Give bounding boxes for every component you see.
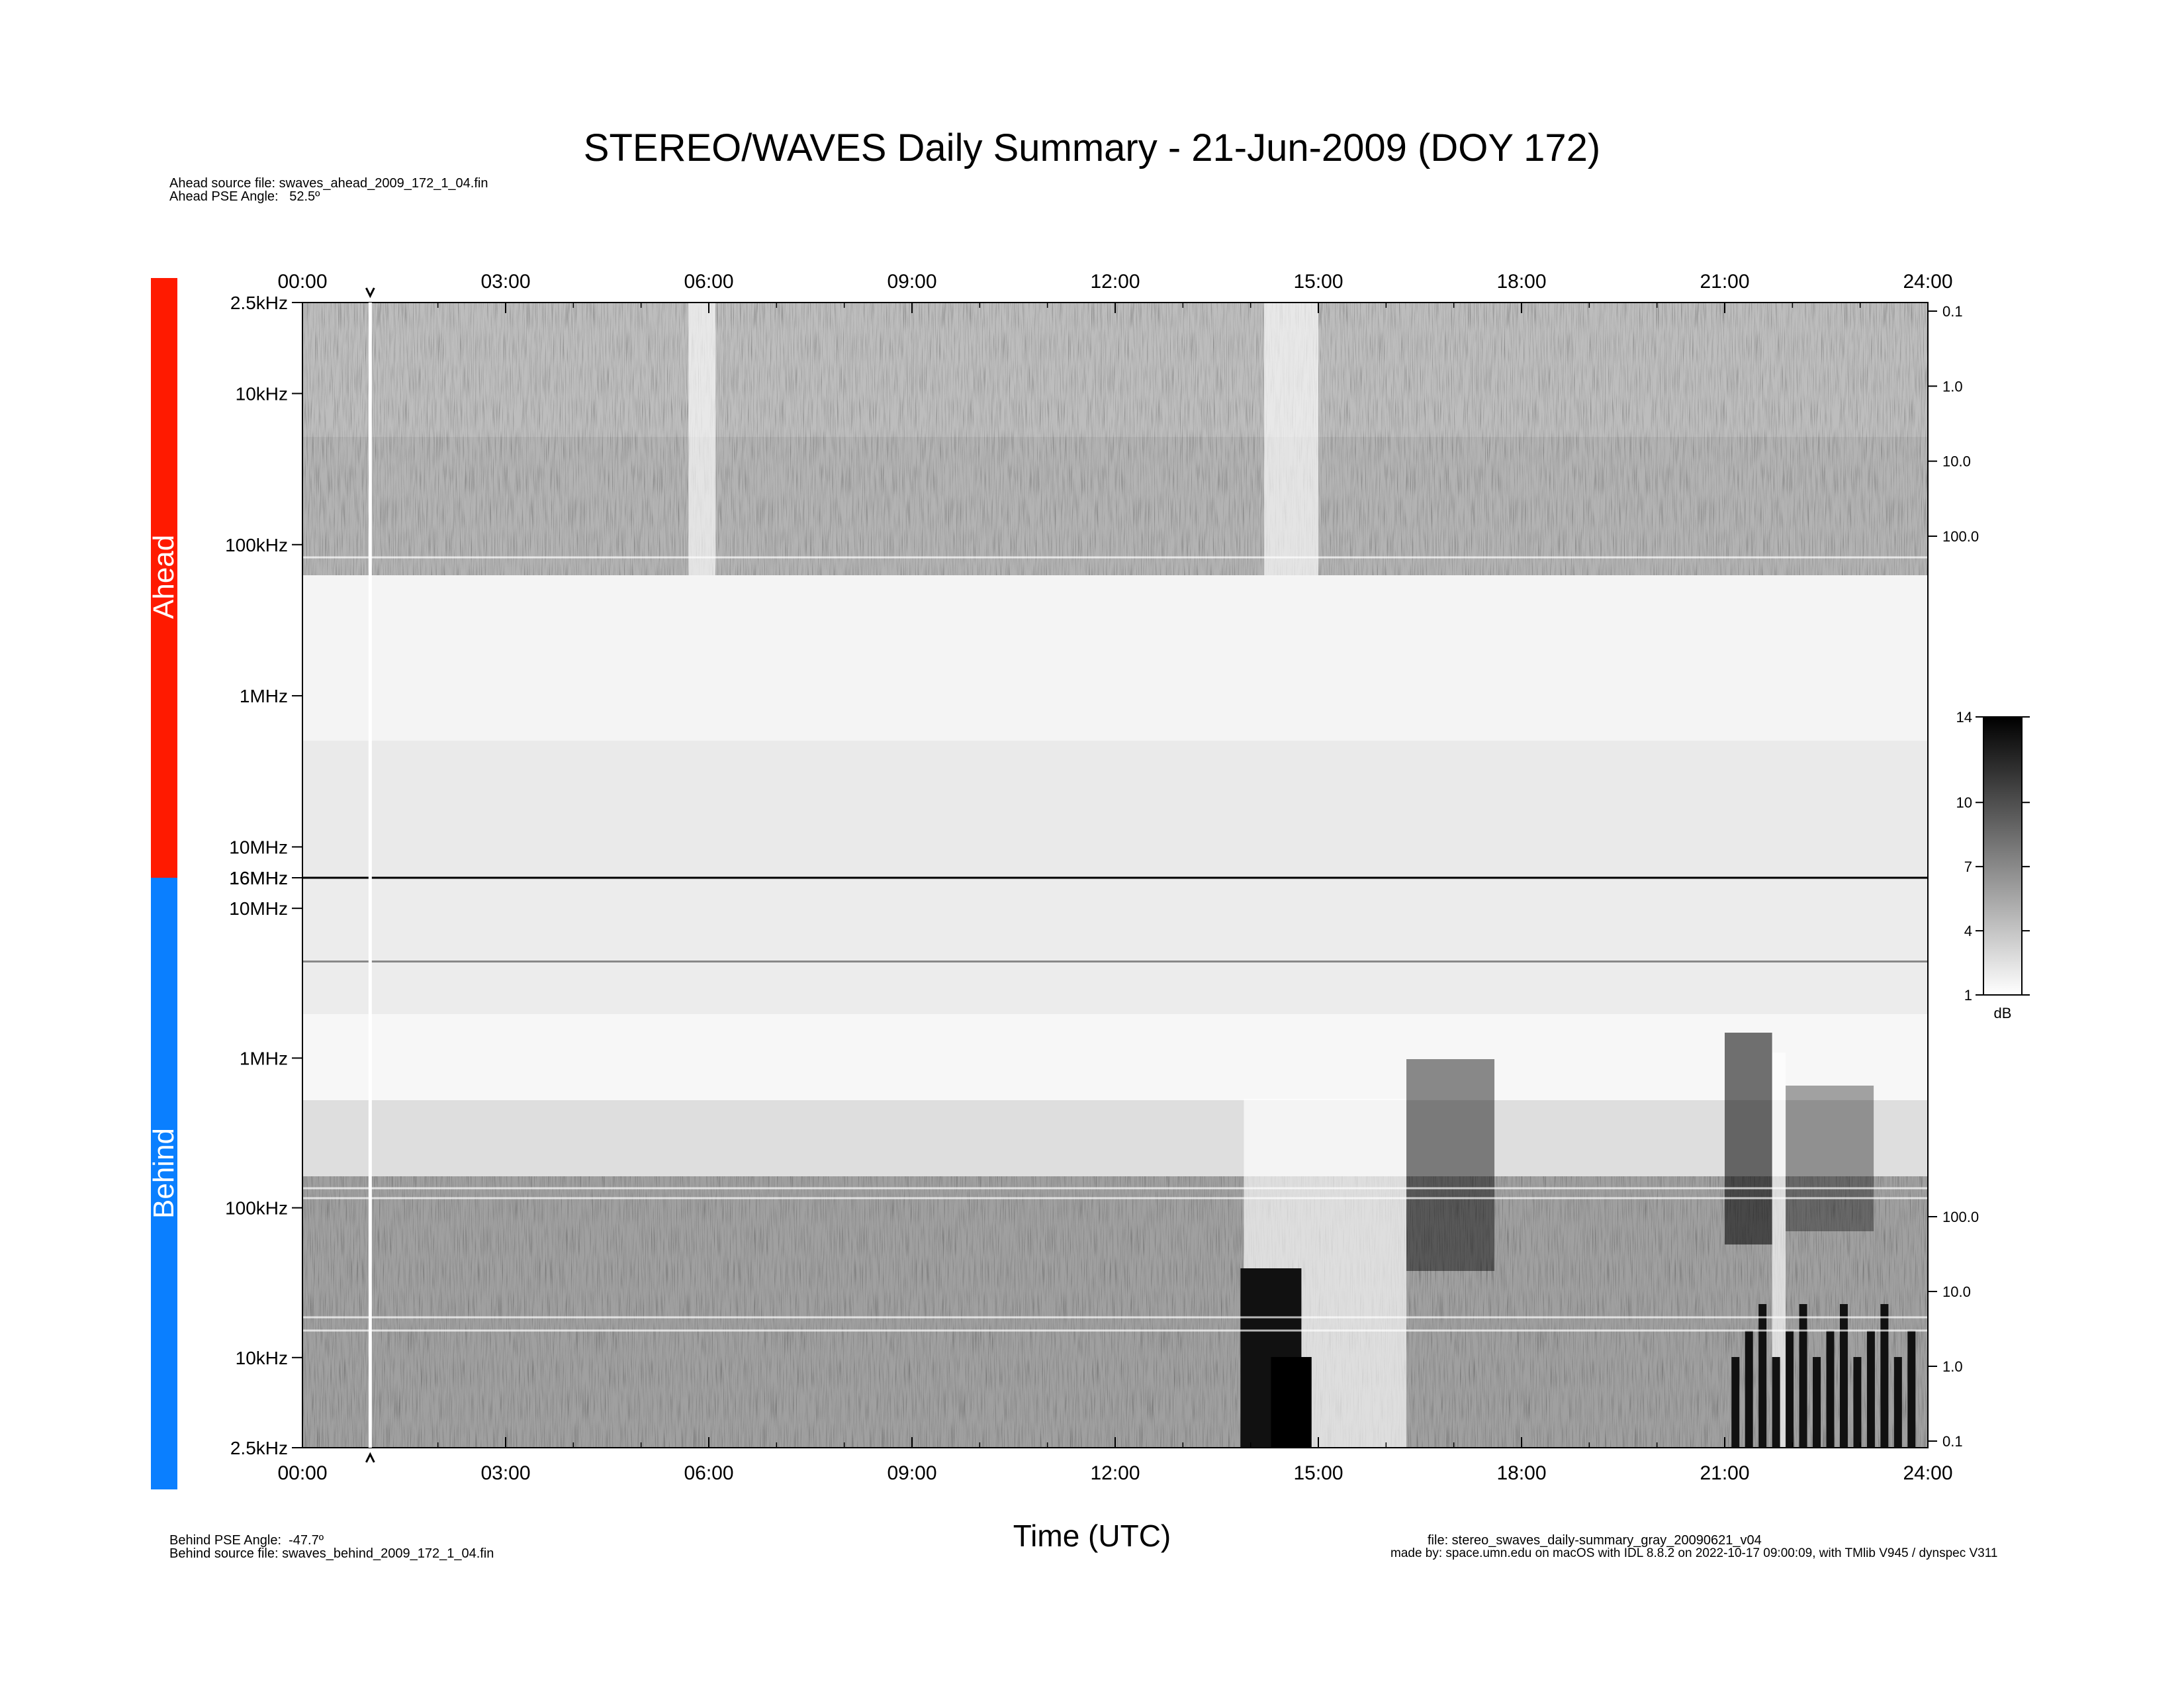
y-tick-label: 1MHz <box>240 1048 288 1068</box>
x-tick-label-top: 12:00 <box>1090 271 1140 293</box>
burst-stripe <box>1799 1304 1807 1448</box>
x-tick-label-bottom: 15:00 <box>1293 1462 1343 1484</box>
dark-band <box>1786 1086 1874 1231</box>
y-tick-label: 1MHz <box>240 686 288 706</box>
burst-stripe <box>1853 1357 1862 1448</box>
time-marker-arrow-top <box>365 287 375 299</box>
ahead-pse-angle: Ahead PSE Angle: 52.5º <box>169 189 320 204</box>
behind-spectrogram <box>302 878 1928 1448</box>
right-tick-label: 0.1 <box>1942 303 1963 320</box>
y-tick-label: 2.5kHz <box>230 1438 288 1458</box>
burst-stripe <box>1880 1304 1889 1448</box>
x-tick-label-bottom: 18:00 <box>1496 1462 1546 1484</box>
made-by: made by: space.umn.edu on macOS with IDL… <box>1390 1546 1998 1560</box>
x-tick-label-bottom: 21:00 <box>1700 1462 1749 1484</box>
bright-band <box>1264 303 1318 575</box>
colorbar-tick-label: 1 <box>1964 987 1972 1004</box>
behind-source-file: Behind source file: swaves_behind_2009_1… <box>169 1546 494 1561</box>
x-tick-label-top: 15:00 <box>1293 271 1343 293</box>
right-tick-label: 1.0 <box>1942 378 1963 395</box>
burst-stripe <box>1866 1331 1875 1448</box>
y-tick-label: 10MHz <box>229 898 288 919</box>
burst-stripe <box>1839 1304 1848 1448</box>
colorbar <box>1983 716 2023 996</box>
x-tick-label-bottom: 12:00 <box>1090 1462 1140 1484</box>
colorbar-tick-label: 14 <box>1956 709 1972 726</box>
y-tick-label: 10kHz <box>236 1348 288 1368</box>
burst-stripe <box>1826 1331 1835 1448</box>
right-tick-label: 10.0 <box>1942 1284 1971 1300</box>
x-axis-label: Time (UTC) <box>1013 1519 1171 1553</box>
y-tick-label: 100kHz <box>225 1198 288 1219</box>
burst-stripe <box>1813 1357 1821 1448</box>
right-tick-label: 100.0 <box>1942 1209 1979 1225</box>
file-name: file: stereo_swaves_daily-summary_gray_2… <box>1428 1533 1762 1548</box>
burst-stripe <box>1786 1331 1794 1448</box>
y-tick-label: 16MHz <box>229 868 288 888</box>
x-tick-label-bottom: 03:00 <box>480 1462 530 1484</box>
colorbar-unit: dB <box>1994 1005 2012 1021</box>
bright-band <box>1772 1053 1786 1448</box>
behind-side-bar: Behind <box>148 878 180 1489</box>
x-tick-label-bottom: 24:00 <box>1903 1462 1952 1484</box>
burst-stripe <box>1893 1357 1902 1448</box>
y-tick-label: 100kHz <box>225 535 288 555</box>
y-tick-label: 16MHz <box>229 868 288 888</box>
ahead-spectrogram <box>302 303 1928 878</box>
x-tick-label-top: 24:00 <box>1903 271 1952 293</box>
colorbar-tick-label: 7 <box>1964 859 1972 875</box>
y-tick-label: 10MHz <box>229 837 288 857</box>
x-tick-label-top: 21:00 <box>1700 271 1749 293</box>
dark-band <box>1406 1059 1495 1271</box>
x-tick-label-bottom: 09:00 <box>887 1462 936 1484</box>
colorbar-tick-label: 4 <box>1964 923 1972 939</box>
right-tick-label: 0.1 <box>1942 1433 1963 1450</box>
right-tick-label: 1.0 <box>1942 1358 1963 1375</box>
ahead-side-bar: Ahead <box>148 278 180 878</box>
burst-stripe <box>1907 1331 1916 1448</box>
x-tick-label-top: 00:00 <box>277 271 327 293</box>
x-tick-label-bottom: 00:00 <box>277 1462 327 1484</box>
dark-band <box>1725 1033 1772 1244</box>
y-tick-label: 10kHz <box>236 383 288 404</box>
x-tick-label-top: 18:00 <box>1496 271 1546 293</box>
right-tick-label: 100.0 <box>1942 528 1979 545</box>
burst-block <box>1271 1357 1312 1448</box>
x-tick-label-top: 06:00 <box>684 271 733 293</box>
bright-band <box>688 303 716 575</box>
colorbar-tick-label: 10 <box>1956 794 1972 811</box>
x-tick-label-top: 03:00 <box>480 271 530 293</box>
burst-stripe <box>1745 1331 1753 1448</box>
y-tick-label: 2.5kHz <box>230 293 288 313</box>
burst-stripe <box>1758 1304 1767 1448</box>
time-marker-arrow-bottom <box>365 1452 375 1463</box>
behind-pse-angle: Behind PSE Angle: -47.7º <box>169 1533 324 1548</box>
right-tick-label: 10.0 <box>1942 453 1971 470</box>
ahead-source-file: Ahead source file: swaves_ahead_2009_172… <box>169 176 488 191</box>
burst-stripe <box>1731 1357 1740 1448</box>
page-title: STEREO/WAVES Daily Summary - 21-Jun-2009… <box>583 126 1601 169</box>
x-tick-label-bottom: 06:00 <box>684 1462 733 1484</box>
burst-stripe <box>1772 1357 1780 1448</box>
x-tick-label-top: 09:00 <box>887 271 936 293</box>
